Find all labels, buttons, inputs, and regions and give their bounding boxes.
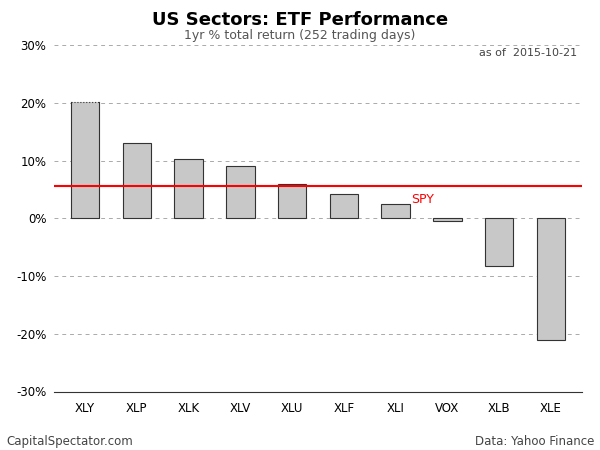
Text: SPY: SPY [411, 194, 434, 207]
Bar [329, 194, 358, 218]
Bar [278, 184, 307, 218]
Bar [433, 218, 461, 220]
Bar [382, 204, 410, 218]
Bar [226, 166, 254, 218]
Bar [122, 143, 151, 218]
Text: Data: Yahoo Finance: Data: Yahoo Finance [475, 435, 594, 448]
Text: CapitalSpectator.com: CapitalSpectator.com [6, 435, 133, 448]
Bar [537, 218, 565, 339]
Text: as of  2015-10-21: as of 2015-10-21 [479, 49, 577, 58]
Text: 1yr % total return (252 trading days): 1yr % total return (252 trading days) [184, 29, 416, 42]
Bar [485, 218, 514, 266]
Text: US Sectors: ETF Performance: US Sectors: ETF Performance [152, 11, 448, 29]
Bar [175, 159, 203, 218]
Bar [71, 102, 99, 218]
